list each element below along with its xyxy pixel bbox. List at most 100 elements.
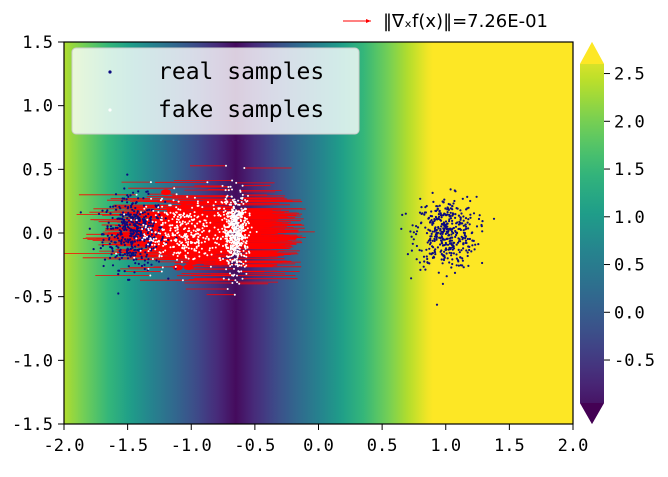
- real-sample-point: [149, 224, 152, 227]
- fake-sample-point: [241, 277, 244, 280]
- fake-sample-point: [157, 206, 160, 209]
- fake-sample-point: [219, 215, 222, 217]
- real-sample-point: [426, 257, 429, 261]
- real-sample-point: [114, 241, 117, 244]
- fake-sample-point: [230, 203, 232, 206]
- real-sample-point: [109, 212, 112, 215]
- real-sample-point: [445, 252, 448, 255]
- real-sample-point: [145, 228, 148, 231]
- fake-sample-point: [238, 235, 241, 238]
- legend-marker-real: [108, 70, 112, 74]
- real-sample-point: [473, 248, 476, 251]
- gradient-arrow-core: [190, 245, 201, 252]
- real-sample-point: [418, 261, 421, 264]
- y-axis-ticks: 1.5 1.0 0.5 0.0 -0.5 -1.0 -1.5: [12, 33, 64, 435]
- real-sample-point: [477, 217, 481, 221]
- fake-sample-point: [194, 225, 197, 228]
- real-sample-point: [110, 246, 114, 249]
- real-sample-point: [453, 199, 456, 203]
- fake-sample-point: [230, 255, 233, 258]
- fake-sample-point: [224, 198, 227, 200]
- gradient-arrow-core: [215, 259, 226, 266]
- fake-sample-point: [221, 218, 224, 221]
- real-sample-point: [134, 251, 137, 254]
- real-sample-point: [434, 253, 437, 256]
- real-sample-point: [462, 247, 465, 250]
- fake-sample-point: [224, 237, 227, 240]
- real-sample-point: [135, 258, 138, 261]
- fake-sample-point: [177, 231, 180, 234]
- real-sample-point: [133, 237, 136, 240]
- fake-sample-point: [231, 263, 233, 266]
- fake-sample-point: [196, 200, 199, 203]
- x-tick-label: 0.0: [303, 436, 334, 456]
- real-sample-point: [121, 222, 124, 225]
- real-sample-point: [475, 195, 478, 198]
- fake-sample-point: [206, 254, 209, 257]
- real-sample-point: [142, 238, 146, 241]
- fake-sample-point: [147, 227, 150, 230]
- fake-sample-point: [246, 220, 249, 223]
- real-sample-point: [130, 229, 133, 232]
- fake-sample-point: [238, 229, 241, 231]
- real-sample-point: [433, 235, 437, 238]
- fake-sample-point: [225, 240, 228, 243]
- real-sample-point: [429, 229, 432, 232]
- real-sample-point: [135, 226, 139, 230]
- real-sample-point: [106, 209, 109, 212]
- real-sample-point: [452, 252, 455, 255]
- fake-sample-point: [234, 211, 237, 213]
- fake-sample-point: [219, 259, 222, 262]
- real-sample-point: [459, 218, 462, 221]
- real-sample-point: [457, 248, 460, 251]
- real-sample-point: [446, 211, 449, 214]
- fake-sample-point: [190, 218, 193, 221]
- fake-sample-point: [152, 209, 155, 212]
- fake-sample-point: [159, 232, 162, 235]
- real-sample-point: [459, 256, 462, 259]
- real-sample-point: [434, 248, 437, 251]
- fake-sample-point: [236, 257, 238, 260]
- fake-sample-point: [240, 264, 243, 267]
- fake-sample-point: [162, 244, 165, 247]
- fake-sample-point: [227, 261, 230, 264]
- fake-sample-point: [177, 200, 180, 203]
- fake-sample-point: [239, 260, 241, 263]
- fake-sample-point: [222, 245, 224, 247]
- fake-sample-point: [190, 233, 193, 236]
- real-sample-point: [122, 225, 125, 228]
- fake-sample-point: [230, 250, 233, 253]
- fake-sample-point: [169, 246, 172, 249]
- fake-sample-point: [123, 213, 126, 216]
- fake-sample-point: [148, 239, 151, 242]
- real-sample-point: [467, 245, 470, 248]
- fake-sample-point: [244, 211, 247, 214]
- real-sample-point: [140, 247, 143, 250]
- fake-sample-point: [233, 293, 236, 296]
- real-sample-point: [415, 230, 419, 233]
- real-sample-point: [457, 227, 460, 231]
- fake-sample-point: [226, 246, 229, 249]
- real-sample-point: [110, 227, 113, 230]
- real-sample-point: [113, 236, 116, 239]
- real-sample-point: [425, 232, 429, 235]
- fake-sample-point: [188, 214, 191, 217]
- fake-sample-point: [236, 222, 239, 225]
- fake-sample-point: [247, 250, 250, 253]
- colorbar-tick-label: 1.0: [614, 208, 645, 228]
- real-sample-point: [122, 218, 126, 221]
- real-sample-point: [465, 241, 468, 245]
- gradient-arrow-core: [183, 264, 194, 271]
- real-sample-point: [456, 241, 460, 244]
- gradient-arrow-core: [189, 211, 200, 218]
- real-sample-point: [450, 266, 453, 269]
- x-tick-label: -1.5: [107, 436, 148, 456]
- fake-sample-point: [174, 214, 177, 216]
- real-sample-point: [458, 251, 461, 254]
- fake-sample-point: [241, 193, 244, 196]
- fake-sample-point: [198, 220, 201, 223]
- x-axis-ticks: -2.0 -1.5 -1.0 -0.5 0.0 0.5 1.0 1.5 2.0: [44, 424, 588, 456]
- fake-sample-point: [150, 197, 153, 200]
- real-sample-point: [142, 197, 145, 200]
- real-sample-point: [455, 257, 458, 260]
